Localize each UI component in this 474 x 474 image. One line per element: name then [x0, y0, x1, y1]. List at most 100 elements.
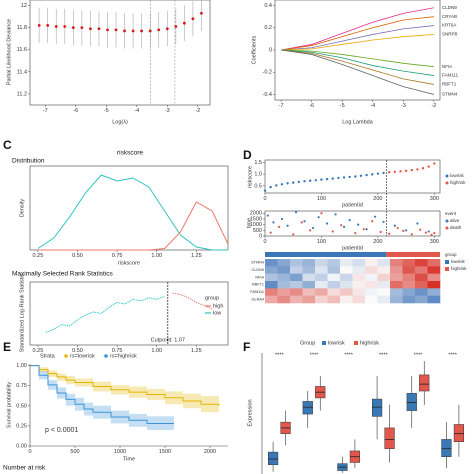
x-tick-label: -7: [279, 103, 284, 109]
risk-point: [280, 183, 284, 186]
time-point: [379, 230, 382, 234]
heat-cell: [352, 273, 366, 282]
risk-point: [359, 174, 363, 177]
legend-swatch: [445, 219, 449, 223]
heat-cell: [415, 273, 428, 282]
legend-label: rs=highrisk: [110, 353, 137, 359]
x-tick-label: -4: [370, 103, 375, 109]
risk-point: [393, 170, 397, 173]
legend-swatch: [322, 341, 326, 345]
series-label: CRYAB: [442, 14, 457, 19]
heat-cell: [302, 259, 316, 267]
time-point: [416, 222, 419, 225]
heat-cell: [315, 273, 328, 282]
heat-cell: [327, 273, 341, 282]
time-point: [393, 224, 396, 227]
point: [148, 29, 152, 33]
x-tick-label: 300: [430, 196, 439, 202]
heat-cell: [315, 295, 328, 304]
legend-label: high: [213, 303, 223, 309]
significance-label: ****: [344, 352, 353, 358]
heat-cell: [415, 259, 428, 267]
time-point: [388, 232, 391, 235]
density-curve: [37, 174, 228, 251]
time-point: [402, 229, 405, 232]
plot-frame: [264, 159, 441, 194]
risk-point: [286, 182, 289, 185]
risk-point: [263, 189, 267, 192]
heat-cell: [277, 281, 291, 289]
heat-cell: [277, 266, 291, 274]
x-axis-label: patientid: [342, 202, 363, 208]
point: [63, 25, 67, 28]
y-tick-label: 11.2: [17, 91, 27, 97]
x-tick-label: 2000: [204, 449, 216, 455]
heat-cell: [377, 273, 391, 282]
legend-swatch: [445, 181, 449, 185]
y-tick-label: 11.4: [17, 69, 27, 75]
y-tick-label: -0.2: [263, 70, 272, 76]
heat-cell: [340, 288, 353, 296]
risk-point: [337, 176, 340, 180]
coefficient-path: [281, 49, 434, 76]
time-point: [382, 220, 385, 223]
y-tick-label: 0: [259, 233, 262, 239]
coefficient-path: [281, 16, 434, 51]
heat-cell: [365, 295, 378, 304]
heat-cell: [340, 281, 353, 289]
risk-point: [404, 169, 408, 173]
series-label: NFIA: [442, 64, 452, 69]
x-tick-label: 100: [317, 239, 326, 245]
legend-swatch: [445, 174, 449, 178]
time-point: [342, 225, 346, 229]
heat-cell: [302, 281, 316, 289]
heat-cell: [402, 295, 416, 304]
y-tick-label: 0.4: [264, 3, 272, 9]
heat-cell: [290, 288, 303, 296]
heat-cell: [290, 295, 303, 304]
heat-cell: [327, 259, 341, 267]
time-point: [365, 228, 368, 231]
time-point: [371, 220, 374, 223]
heat-cell: [402, 273, 416, 282]
x-axis-label: patientid: [342, 245, 363, 251]
x-tick-label: -6: [309, 103, 314, 109]
x-tick-label: 500: [70, 449, 79, 455]
heat-cell: [290, 259, 303, 267]
x-tick-label: 0.50: [72, 253, 83, 259]
point: [123, 29, 126, 33]
coefficient-path: [281, 49, 434, 68]
x-tick-label: -6: [73, 108, 78, 114]
risk-point: [342, 176, 346, 179]
x-tick-label: 0: [263, 196, 266, 202]
coefficient-path: [281, 34, 434, 51]
time-point: [294, 211, 298, 214]
heat-cell: [402, 281, 416, 289]
significance-label: ****: [414, 352, 423, 358]
heat-cell: [390, 266, 403, 274]
time-point: [410, 233, 413, 236]
heat-cell: [327, 281, 341, 289]
x-tick-label: 1.00: [151, 348, 162, 354]
y-tick-label: 1.5: [254, 160, 262, 166]
time-point: [286, 224, 289, 227]
legend-swatch: [104, 354, 108, 358]
heat-cell: [265, 259, 278, 267]
x-axis-label: Time: [123, 456, 135, 462]
significance-label: ****: [379, 352, 388, 358]
x-tick-label: -3: [165, 108, 170, 114]
heat-cell: [265, 295, 278, 304]
time-point: [334, 213, 337, 216]
time-point: [280, 217, 284, 221]
legend-title: Group: [300, 340, 315, 346]
box: [384, 427, 395, 449]
heat-cell: [377, 266, 391, 274]
x-tick-label: 300: [430, 239, 439, 245]
point: [131, 29, 135, 33]
heat-cell: [377, 288, 391, 296]
row-label: CLDN9: [252, 268, 264, 272]
point: [140, 29, 144, 33]
y-tick-label: 11.8: [17, 25, 27, 31]
heat-cell: [390, 281, 403, 289]
point: [114, 28, 118, 32]
